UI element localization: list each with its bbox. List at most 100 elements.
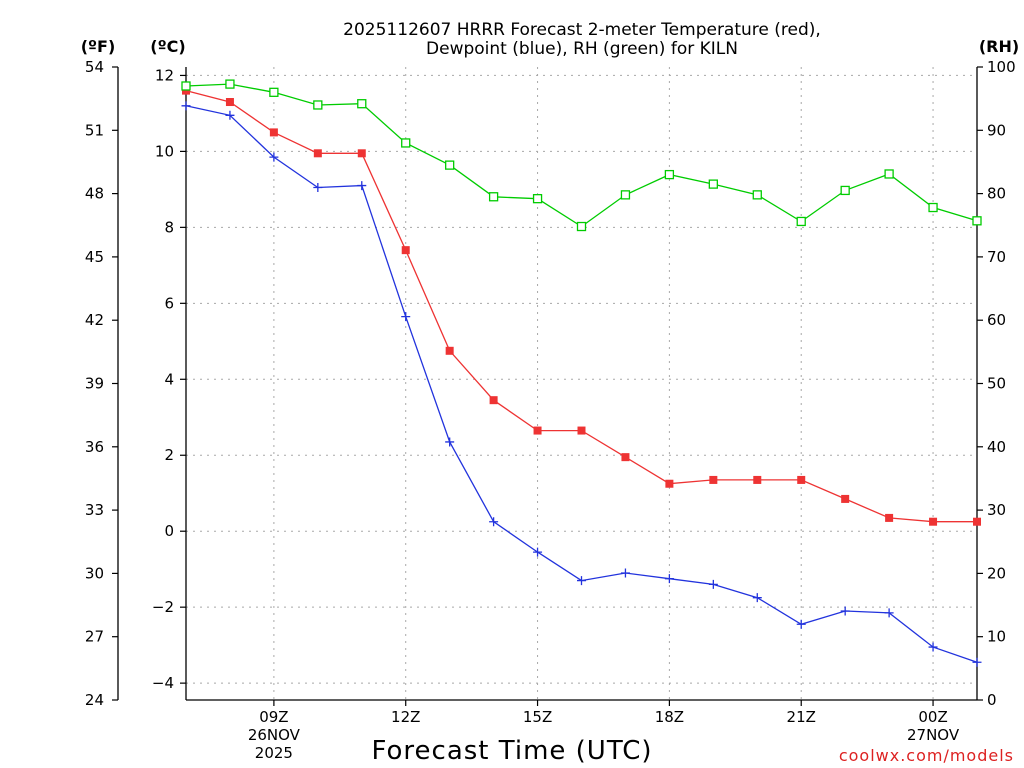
celsius-tick-label: 12: [155, 66, 174, 84]
x-tick-label: 18Z: [655, 708, 684, 726]
rh-tick-label: 20: [987, 564, 1006, 582]
2-meter-temperature-point: [929, 517, 938, 526]
relative-humidity-point: [576, 221, 587, 232]
celsius-tick-label: 8: [164, 218, 174, 236]
fahrenheit-tick-label: 27: [85, 628, 104, 646]
relative-humidity-point: [972, 216, 982, 226]
2-meter-temperature-point: [841, 494, 850, 503]
fahrenheit-tick-label: 51: [85, 121, 104, 139]
rh-tick-label: 0: [987, 691, 997, 709]
2-meter-temperature-point: [973, 517, 981, 526]
x-tick-label: 09Z: [259, 708, 288, 726]
fahrenheit-tick-label: 33: [85, 501, 104, 519]
relative-humidity-point: [401, 138, 411, 148]
dewpoint-point: [752, 593, 762, 603]
x-axis-title: Forecast Time (UTC): [371, 736, 652, 766]
rh-tick-label: 80: [987, 185, 1006, 203]
x-tick-date-label: 26NOV: [248, 726, 301, 744]
dewpoint-point: [401, 312, 411, 322]
chart-title: 2025112607 HRRR Forecast 2-meter Tempera…: [343, 20, 821, 40]
rh-tick-label: 10: [987, 628, 1006, 646]
fahrenheit-tick-label: 24: [85, 691, 104, 709]
relative-humidity-point: [532, 194, 543, 204]
dewpoint-point: [796, 619, 806, 629]
celsius-tick-label: 2: [164, 446, 174, 464]
fahrenheit-tick-label: 30: [85, 564, 104, 582]
dewpoint-point: [620, 568, 630, 578]
rh-tick-label: 50: [987, 375, 1006, 393]
dewpoint-point: [181, 101, 191, 111]
2-meter-temperature-point: [621, 453, 630, 462]
relative-humidity-point: [840, 185, 850, 196]
fahrenheit-tick-label: 48: [85, 185, 104, 203]
rh-tick-label: 100: [987, 58, 1016, 76]
rh-tick-label: 40: [987, 438, 1006, 456]
axis-layer: 5451484542393633302724121086420−2−410090…: [85, 58, 1016, 762]
dewpoint-point: [489, 517, 499, 527]
celsius-tick-label: 10: [155, 142, 174, 160]
chart-subtitle: Dewpoint (blue), RH (green) for KILN: [426, 39, 738, 59]
2-meter-temperature-point: [401, 246, 410, 255]
2-meter-temperature-point: [357, 149, 366, 158]
rh-tick-label: 30: [987, 501, 1006, 519]
dewpoint-point: [445, 437, 455, 447]
relative-humidity-point: [928, 202, 938, 213]
dewpoint-point: [708, 579, 718, 589]
x-tick-date-label: 27NOV: [907, 726, 960, 744]
fahrenheit-axis-unit: (ºF): [81, 37, 116, 56]
dewpoint-point: [972, 657, 982, 667]
series-layer: [181, 79, 982, 667]
dewpoint-point: [840, 606, 850, 616]
relative-humidity-point: [796, 216, 806, 227]
2-meter-temperature-point: [269, 128, 278, 137]
dewpoint-point: [664, 574, 674, 584]
relative-humidity-point: [708, 179, 718, 189]
2-meter-temperature-point: [753, 475, 762, 484]
2-meter-temperature-point: [445, 346, 454, 355]
celsius-tick-label: 0: [164, 522, 174, 540]
rh-tick-label: 90: [987, 121, 1006, 139]
dewpoint-point: [577, 576, 586, 586]
fahrenheit-tick-label: 36: [85, 438, 104, 456]
2-meter-temperature-point: [709, 475, 718, 484]
fahrenheit-tick-label: 54: [85, 58, 104, 76]
relative-humidity-point: [357, 99, 367, 109]
x-tick-date-label: 2025: [255, 744, 293, 762]
celsius-tick-label: −2: [152, 598, 174, 616]
dewpoint-point: [884, 608, 894, 618]
2-meter-temperature-point: [533, 426, 542, 435]
dewpoint-point: [313, 182, 323, 192]
dewpoint-point: [928, 642, 938, 652]
relative-humidity-point: [269, 87, 279, 97]
2-meter-temperature-point: [225, 98, 234, 107]
dewpoint-point: [357, 181, 367, 191]
rh-tick-label: 70: [987, 248, 1006, 266]
relative-humidity-point: [664, 169, 675, 180]
dewpoint-point: [269, 152, 279, 162]
2-meter-temperature-point: [313, 149, 322, 158]
x-tick-label: 15Z: [523, 708, 552, 726]
relative-humidity-point: [752, 190, 762, 200]
2-meter-temperature-point: [885, 513, 894, 522]
relative-humidity-point: [181, 81, 191, 91]
dewpoint-point: [533, 547, 543, 557]
relative-humidity-point: [884, 169, 894, 179]
x-tick-label: 21Z: [787, 708, 816, 726]
x-tick-label: 00Z: [918, 708, 947, 726]
celsius-tick-label: 4: [164, 370, 174, 388]
relative-humidity-point: [225, 79, 235, 89]
fahrenheit-tick-label: 39: [85, 375, 104, 393]
fahrenheit-tick-label: 42: [85, 311, 104, 329]
relative-humidity-point: [488, 192, 499, 202]
rh-tick-label: 60: [987, 311, 1006, 329]
credit-link[interactable]: coolwx.com/models: [839, 746, 1014, 765]
2-meter-temperature-point: [665, 479, 674, 488]
relative-humidity-point: [620, 190, 631, 200]
2-meter-temperature-point: [577, 426, 586, 435]
celsius-tick-label: −4: [152, 674, 174, 692]
relative-humidity-point: [313, 100, 323, 110]
relative-humidity-point: [445, 160, 455, 170]
x-tick-label: 12Z: [391, 708, 420, 726]
